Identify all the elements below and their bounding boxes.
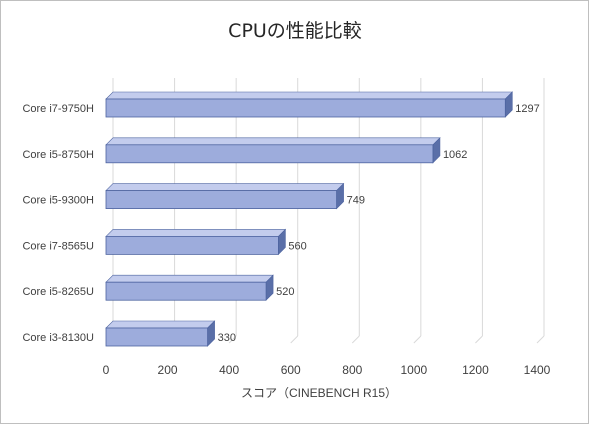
gridline-floor	[228, 335, 237, 344]
gridlines	[105, 78, 545, 344]
bar	[105, 281, 267, 301]
x-tick-label: 1000	[401, 363, 428, 377]
y-tick-label: Core i5-9300H	[22, 195, 94, 207]
gridline-floor	[351, 335, 360, 344]
y-tick-label: Core i7-9750H	[22, 103, 94, 115]
y-tick-label: Core i5-8265U	[22, 286, 94, 298]
x-tick-label: 1400	[524, 363, 551, 377]
data-label: 520	[276, 286, 294, 298]
x-tick-label: 200	[158, 363, 178, 377]
bars	[105, 91, 514, 347]
gridline-floor	[475, 335, 483, 344]
gridline-floor	[536, 335, 545, 344]
bar	[105, 190, 337, 210]
bar-top	[105, 91, 514, 100]
y-tick-label: Core i7-8565U	[22, 240, 94, 252]
x-tick-label: 600	[281, 363, 301, 377]
data-label: 330	[218, 332, 236, 344]
data-label: 1297	[515, 103, 539, 115]
data-label: 749	[347, 195, 365, 207]
gridline-floor	[413, 335, 422, 344]
bar-top	[105, 229, 287, 237]
bar	[105, 144, 434, 164]
bar	[105, 327, 208, 347]
y-tick-label: Core i3-8130U	[22, 332, 94, 344]
x-tick-label: 1200	[462, 363, 489, 377]
data-label: 560	[288, 240, 306, 252]
labels: 0 200 400 600 800 1000 1200 1400 Core i7-9750H 12…	[22, 103, 550, 377]
bar	[105, 235, 279, 255]
data-label: 1062	[443, 149, 467, 161]
x-tick-label: 0	[103, 363, 110, 377]
gridline-floor	[290, 335, 299, 344]
x-tick-label: 800	[342, 363, 362, 377]
chart-title: CPUの性能比較	[228, 20, 362, 42]
bar-top	[105, 274, 274, 283]
bar-top	[105, 183, 345, 191]
y-tick-label: Core i5-8750H	[22, 149, 94, 161]
x-axis-title: スコア（CINEBENCH R15）	[241, 386, 397, 400]
bar-top	[105, 320, 216, 329]
bar	[105, 98, 506, 118]
bar-top	[105, 137, 441, 146]
x-tick-label: 400	[219, 363, 239, 377]
